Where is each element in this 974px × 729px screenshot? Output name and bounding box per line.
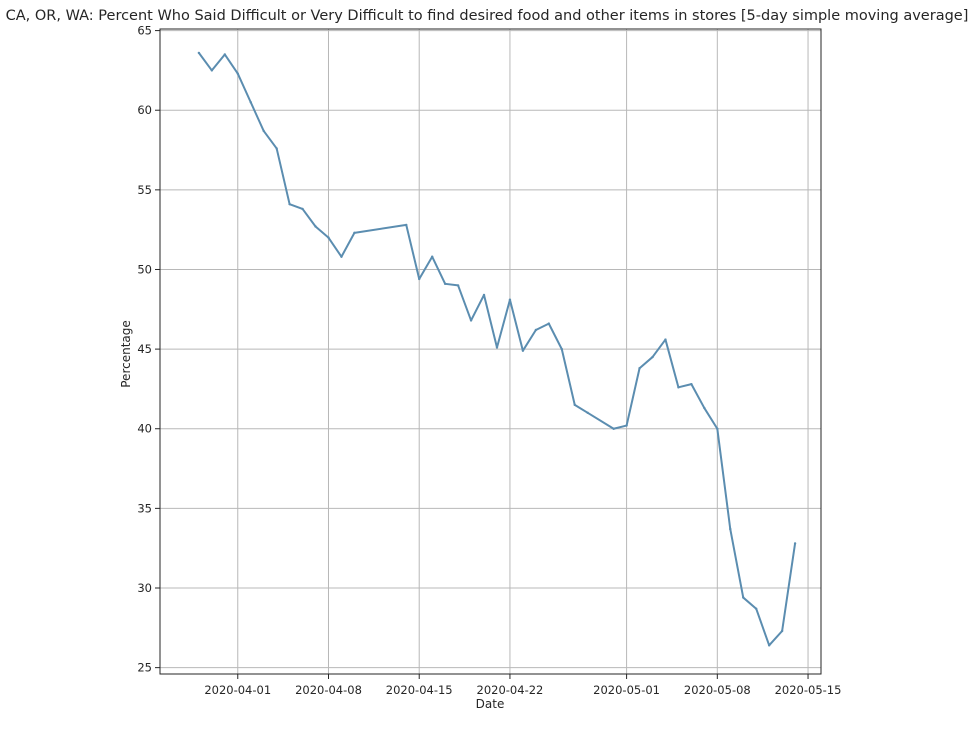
data-point (586, 411, 589, 415)
x-tick-label: 2020-04-01 (204, 683, 271, 697)
data-point (793, 542, 797, 545)
data-point (405, 223, 408, 227)
data-point (729, 527, 732, 531)
y-tick-label: 35 (137, 501, 152, 515)
y-tick-label: 50 (137, 262, 152, 276)
y-tick-label: 25 (137, 661, 152, 675)
data-point (547, 322, 551, 325)
data-point (521, 349, 525, 352)
y-tick-label: 30 (137, 581, 152, 595)
data-point (327, 236, 330, 239)
data-point (767, 644, 771, 647)
x-tick-label: 2020-05-01 (593, 683, 660, 697)
series-layer (197, 51, 797, 647)
grid-layer (160, 29, 821, 674)
data-point (456, 284, 460, 287)
data-point (340, 255, 343, 258)
data-point (210, 69, 214, 72)
data-point (223, 53, 227, 56)
plot-area-frame (159, 28, 822, 675)
data-point (534, 328, 538, 332)
data-point (625, 424, 628, 427)
x-tick-label: 2020-05-15 (775, 683, 842, 697)
data-point (754, 607, 758, 610)
data-point (430, 255, 434, 258)
ticks-layer: 2020-04-01 2020-04-08 2020-04-15 2020-04-22… (137, 24, 841, 697)
x-tick-label: 2020-04-22 (477, 683, 544, 697)
data-point (275, 147, 278, 150)
x-tick-label: 2020-05-08 (684, 683, 751, 697)
data-point (443, 282, 447, 286)
data-point (716, 427, 719, 430)
data-point (638, 367, 641, 370)
y-tick-label: 40 (137, 422, 152, 436)
data-point (197, 51, 201, 55)
data-point (249, 101, 252, 104)
data-point (612, 427, 615, 430)
data-point (353, 231, 356, 235)
data-point (690, 382, 693, 386)
y-axis-label: Percentage (119, 320, 133, 388)
data-point (664, 338, 667, 341)
data-point (236, 72, 239, 75)
y-tick-label: 45 (137, 342, 152, 356)
y-tick-label: 55 (137, 183, 152, 197)
x-axis-label: Date (476, 697, 505, 711)
x-tick-label: 2020-04-08 (295, 683, 362, 697)
data-point (677, 386, 680, 389)
data-point (262, 129, 265, 133)
data-point (742, 596, 745, 599)
data-point (288, 202, 291, 206)
data-point (508, 298, 512, 301)
data-point (482, 293, 486, 297)
chart-title: CA, OR, WA: Percent Who Said Difficult o… (6, 8, 969, 24)
data-point (418, 277, 421, 281)
data-point (301, 207, 304, 211)
data-point (560, 347, 563, 351)
data-point (703, 406, 706, 410)
data-point (780, 629, 784, 633)
x-tick-label: 2020-04-15 (386, 683, 453, 697)
data-point (573, 403, 576, 407)
data-point (651, 355, 654, 359)
data-point (314, 225, 317, 228)
y-tick-label: 65 (137, 24, 152, 38)
data-point (469, 319, 473, 322)
y-tick-label: 60 (137, 103, 152, 117)
data-point (495, 346, 499, 349)
